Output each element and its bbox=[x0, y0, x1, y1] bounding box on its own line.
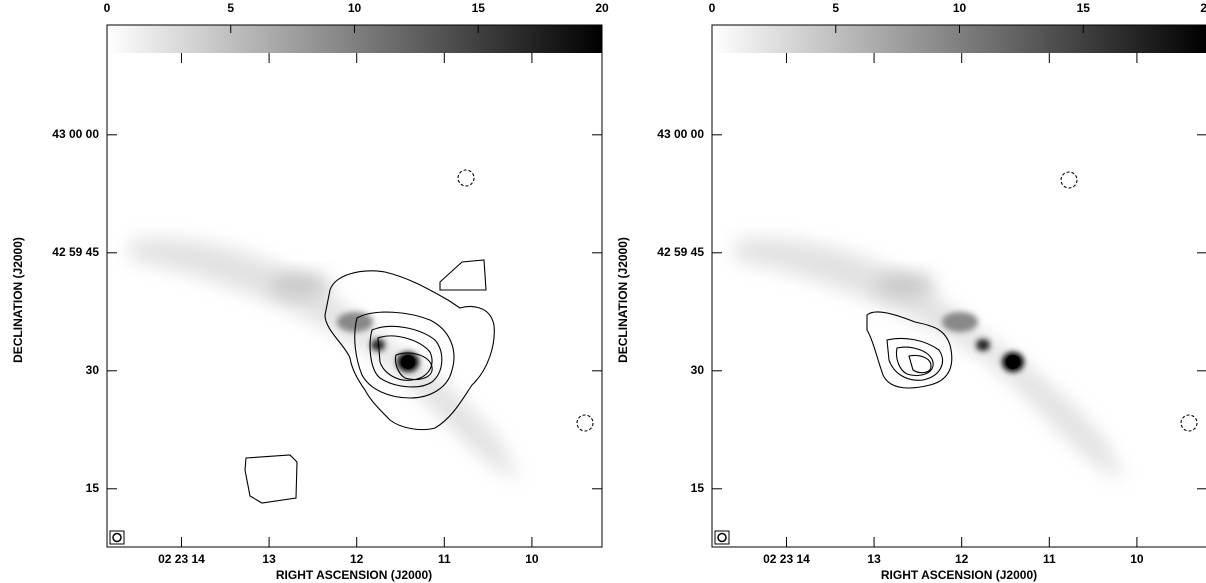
panel: 0 5 10 15 20 02 23 14 13 12 11 10 15 30 42 59 45 43 0… bbox=[616, 1, 1206, 582]
y-tick-label: 30 bbox=[691, 363, 705, 377]
colorbar-tick-label: 0 bbox=[104, 1, 111, 15]
y-tick-label: 30 bbox=[86, 363, 100, 377]
colorbar-tick-label: 15 bbox=[1077, 1, 1091, 15]
colorbar-tick-label: 15 bbox=[472, 1, 486, 15]
negative-contour bbox=[1060, 171, 1078, 189]
x-axis-title: RIGHT ASCENSION (J2000) bbox=[276, 568, 432, 582]
image-emission bbox=[130, 238, 520, 480]
jet-knot bbox=[942, 312, 978, 332]
x-axis-title: RIGHT ASCENSION (J2000) bbox=[881, 568, 1037, 582]
panel: 0 5 10 15 20 02 23 14 13 12 11 10 15 30 42 59 45 43 0… bbox=[11, 1, 609, 582]
x-tick-label: 11 bbox=[1043, 552, 1056, 566]
y-axis-title: DECLINATION (J2000) bbox=[616, 237, 630, 363]
beam-box bbox=[714, 530, 730, 545]
colorbar-tick-label: 10 bbox=[348, 1, 362, 15]
contour bbox=[895, 346, 934, 377]
y-tick-label: 15 bbox=[86, 481, 100, 495]
y-tick-label: 42 59 45 bbox=[52, 245, 99, 259]
plot-frame bbox=[711, 24, 1206, 548]
y-axis-title: DECLINATION (J2000) bbox=[11, 237, 25, 363]
core-center bbox=[1006, 355, 1020, 369]
y-tick-label: 15 bbox=[691, 481, 705, 495]
colorbar-tick-label: 5 bbox=[227, 1, 234, 15]
x-tick-label: 02 23 14 bbox=[763, 552, 810, 566]
image-emission bbox=[735, 238, 1125, 480]
colorbar-tick-label: 20 bbox=[1200, 1, 1206, 15]
beam bbox=[717, 532, 727, 543]
jet-knot bbox=[337, 312, 373, 332]
colorbar-tick-label: 0 bbox=[709, 1, 716, 15]
contour bbox=[439, 259, 487, 291]
negative-contour bbox=[576, 414, 594, 432]
jet-knot bbox=[976, 339, 990, 351]
colorbar-tick-label: 5 bbox=[832, 1, 839, 15]
jet bbox=[130, 238, 520, 480]
x-tick-label: 10 bbox=[1130, 552, 1144, 566]
contour bbox=[369, 325, 443, 388]
contours bbox=[244, 169, 594, 504]
core-center bbox=[401, 355, 415, 369]
beam bbox=[112, 532, 122, 543]
jet-knot bbox=[371, 339, 385, 351]
jet bbox=[735, 238, 1125, 480]
negative-contour bbox=[457, 169, 475, 187]
contour bbox=[908, 354, 932, 374]
contour bbox=[866, 311, 953, 389]
beam-box bbox=[109, 530, 125, 545]
jet-knot bbox=[875, 273, 935, 297]
contour bbox=[324, 270, 495, 431]
x-tick-label: 12 bbox=[350, 552, 364, 566]
contours bbox=[866, 171, 1198, 432]
contour bbox=[886, 337, 943, 381]
contour bbox=[354, 311, 455, 399]
jet-knot bbox=[270, 273, 330, 297]
colorbar-tick-label: 20 bbox=[595, 1, 609, 15]
y-tick-label: 42 59 45 bbox=[657, 245, 704, 259]
contour bbox=[244, 454, 298, 504]
y-tick-label: 43 00 00 bbox=[52, 127, 99, 141]
contour bbox=[394, 352, 433, 381]
x-tick-label: 13 bbox=[262, 552, 276, 566]
x-tick-label: 11 bbox=[438, 552, 451, 566]
contour bbox=[377, 335, 433, 381]
x-tick-label: 10 bbox=[525, 552, 539, 566]
negative-contour bbox=[1180, 414, 1198, 432]
plot-frame bbox=[106, 24, 603, 548]
x-tick-label: 02 23 14 bbox=[158, 552, 205, 566]
x-tick-label: 12 bbox=[955, 552, 969, 566]
colorbar-tick-label: 10 bbox=[953, 1, 967, 15]
y-tick-label: 43 00 00 bbox=[657, 127, 704, 141]
x-tick-label: 13 bbox=[867, 552, 881, 566]
